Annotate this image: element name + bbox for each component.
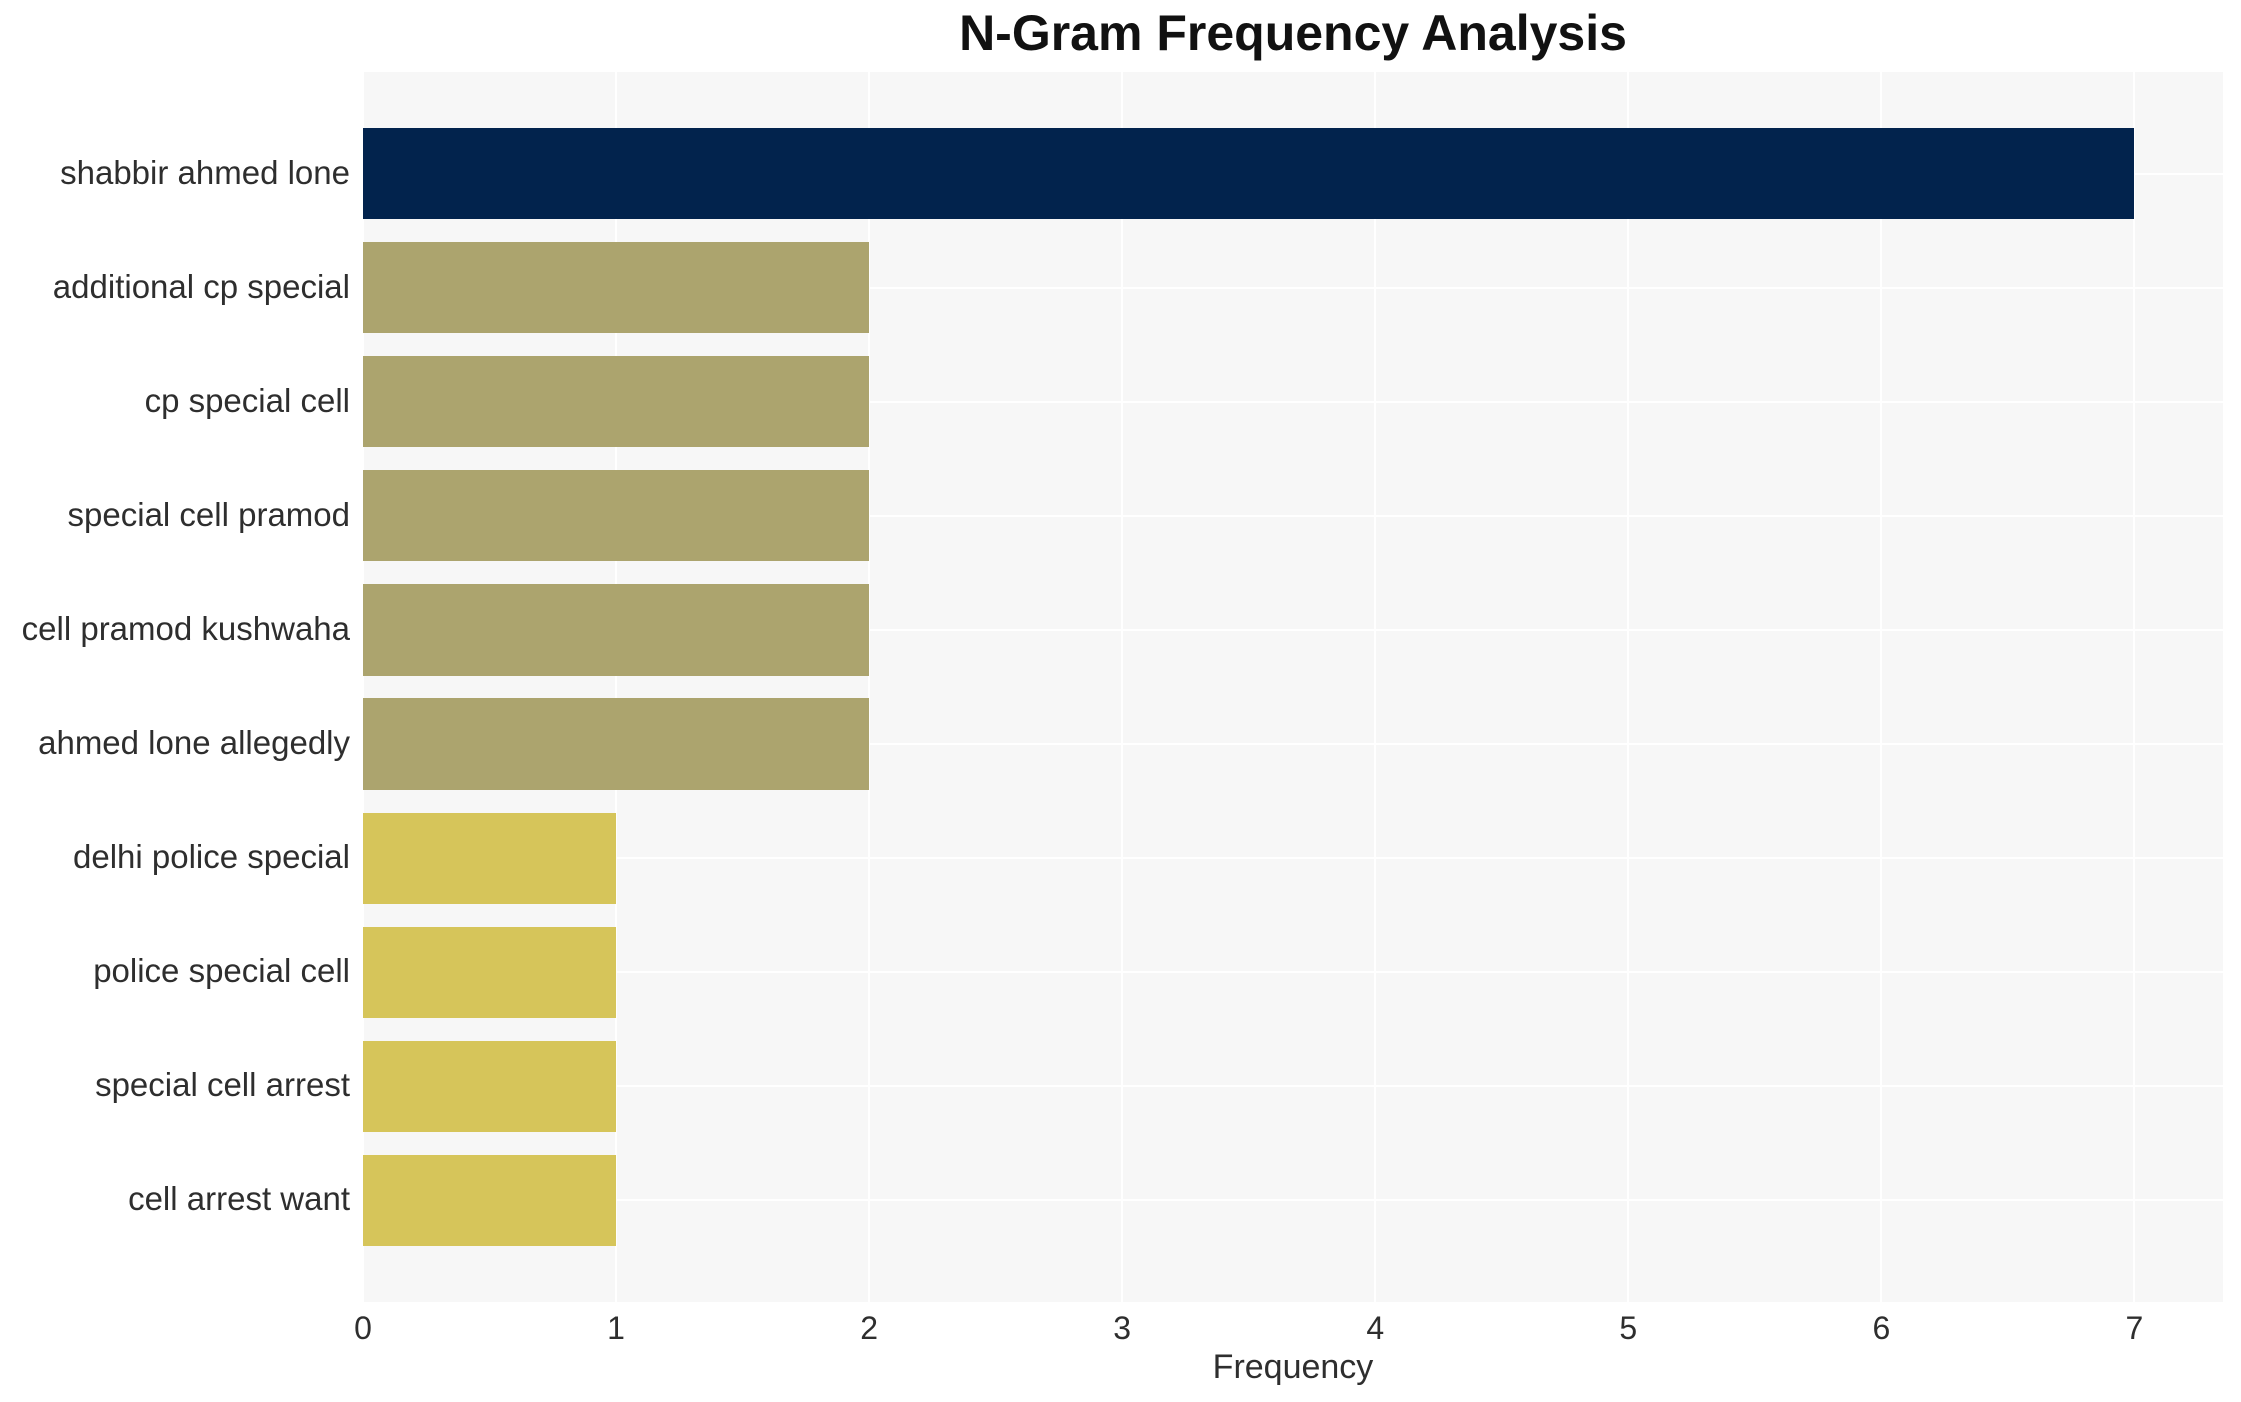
gridline-horizontal: [363, 857, 2223, 860]
bar: [363, 584, 870, 676]
x-tick-label: 7: [2125, 1310, 2144, 1346]
gridline-horizontal: [363, 628, 2223, 631]
x-tick-label: 0: [354, 1310, 372, 1346]
bar: [363, 356, 870, 448]
x-tick-label: 5: [1619, 1310, 1638, 1346]
gridline-horizontal: [363, 514, 2223, 517]
y-tick-label: cell pramod kushwaha: [21, 609, 350, 647]
bar: [363, 1154, 617, 1247]
gridline-vertical: [1880, 72, 1883, 1302]
gridline-vertical: [363, 72, 364, 1302]
x-axis-label: Frequency: [1212, 1348, 1374, 1386]
gridline-horizontal: [363, 743, 2223, 746]
bar: [363, 698, 870, 790]
y-tick-label: cell arrest want: [128, 1180, 350, 1218]
y-tick-label: special cell arrest: [95, 1066, 350, 1104]
y-tick-label: shabbir ahmed lone: [60, 153, 350, 191]
x-tick-label: 6: [1872, 1310, 1891, 1346]
y-tick-label: police special cell: [93, 952, 350, 990]
gridline-horizontal: [363, 400, 2223, 403]
y-tick-label: delhi police special: [72, 838, 350, 876]
x-tick-label: 2: [860, 1310, 878, 1346]
gridline-horizontal: [363, 1085, 2223, 1088]
y-tick-label: special cell pramod: [67, 495, 350, 533]
y-tick-label: cp special cell: [144, 381, 350, 419]
gridline-vertical: [868, 72, 871, 1302]
y-tick-label: ahmed lone allegedly: [38, 724, 350, 762]
gridline-vertical: [2133, 72, 2136, 1302]
bar: [363, 242, 870, 334]
gridline-vertical: [1374, 72, 1377, 1302]
bar: [363, 470, 870, 562]
plot-area: [363, 72, 2223, 1302]
bar: [363, 1040, 617, 1132]
x-tick-label: 3: [1113, 1310, 1132, 1346]
bar: [363, 812, 617, 904]
bar: [363, 926, 617, 1018]
gridline-vertical: [1627, 72, 1630, 1302]
chart-title: N-Gram Frequency Analysis: [959, 5, 1627, 61]
gridline-horizontal: [363, 1199, 2223, 1202]
gridline-vertical: [1121, 72, 1124, 1302]
gridline-vertical: [615, 72, 618, 1302]
x-tick-label: 4: [1366, 1310, 1385, 1346]
gridline-horizontal: [363, 286, 2223, 289]
bar: [363, 127, 2135, 220]
y-tick-label: additional cp special: [52, 267, 350, 305]
gridline-horizontal: [363, 971, 2223, 974]
x-tick-label: 1: [607, 1310, 625, 1346]
